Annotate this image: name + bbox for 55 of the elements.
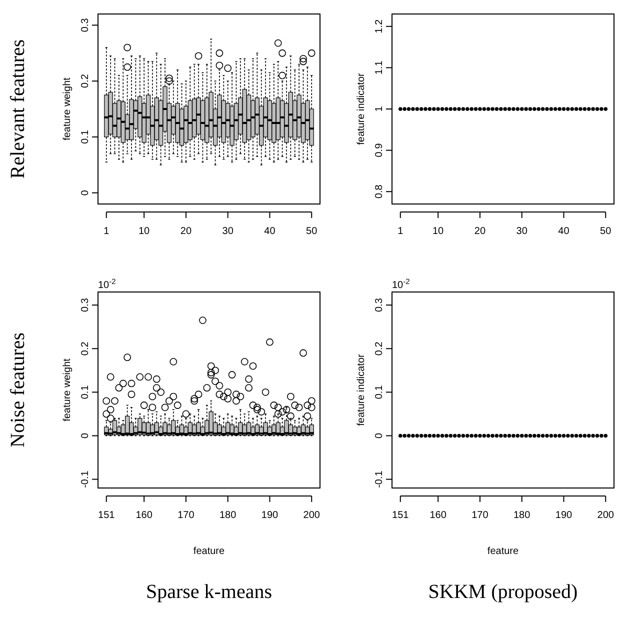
text: 10$^{-2}$ <box>98 276 116 291</box>
y-tick-label: 0 <box>80 432 91 439</box>
text: Relevant features <box>7 39 29 179</box>
text: Noise features <box>7 332 29 448</box>
y-tick-label: 0.8 <box>374 184 385 199</box>
x-tick-label: 151 <box>392 510 410 521</box>
x-tick-label: 10 <box>432 226 444 237</box>
y-tick-label: 0.2 <box>374 341 385 356</box>
x-tick-label: 20 <box>474 226 486 237</box>
x-tick-label: 50 <box>306 226 318 237</box>
y-tick-label: 1 <box>374 106 385 112</box>
x-tick-label: 170 <box>472 510 489 521</box>
y-tick-label: 1.1 <box>374 60 385 75</box>
x-tick-label: 200 <box>303 510 320 521</box>
y-tick-label: -0.1 <box>374 470 385 488</box>
x-tick-label: 160 <box>136 510 153 521</box>
x-tick-label: 30 <box>222 226 234 237</box>
y-tick-label: 0.1 <box>80 384 91 400</box>
x-tick-label: 20 <box>180 226 192 237</box>
y-tick-label: 0.2 <box>80 74 91 88</box>
x-tick-label: 180 <box>514 510 531 521</box>
y-tick-label: 1.2 <box>374 19 385 34</box>
y-tick-label: 0.1 <box>80 130 91 144</box>
y-axis-title: feature weight <box>62 77 73 140</box>
y-tick-label: 0 <box>80 190 91 196</box>
y-tick-label: 0.3 <box>80 18 91 32</box>
x-tick-label: 40 <box>558 226 570 237</box>
x-tick-label: 200 <box>597 510 614 521</box>
y-tick-label: 0.3 <box>374 298 385 312</box>
x-tick-label: 50 <box>600 226 612 237</box>
y-tick-label: -0.1 <box>80 470 91 488</box>
x-tick-label: 190 <box>261 510 279 521</box>
x-axis-title: feature <box>193 546 225 557</box>
text: SKKM (proposed) <box>428 581 578 603</box>
y-axis-title: feature indicator <box>356 72 367 145</box>
x-axis-title: feature <box>487 546 519 557</box>
x-tick-label: 190 <box>555 510 573 521</box>
x-tick-label: 180 <box>220 510 237 521</box>
x-tick-label: 1 <box>104 226 110 237</box>
x-tick-label: 1 <box>398 226 404 237</box>
y-tick-label: 0.1 <box>374 384 385 400</box>
text: 10$^{-2}$ <box>392 276 410 291</box>
y-tick-label: 0.3 <box>80 298 91 312</box>
x-tick-label: 40 <box>264 226 276 237</box>
x-tick-label: 160 <box>430 510 447 521</box>
y-axis-title: feature indicator <box>356 353 367 426</box>
y-tick-label: 0 <box>374 432 385 439</box>
y-tick-label: 0.2 <box>80 341 91 356</box>
x-tick-label: 10 <box>138 226 150 237</box>
y-tick-label: 0.9 <box>374 142 385 158</box>
x-tick-label: 170 <box>178 510 195 521</box>
y-axis-title: feature weight <box>62 358 73 422</box>
text: Sparse k-means <box>146 581 272 603</box>
x-tick-label: 30 <box>516 226 528 237</box>
x-tick-label: 151 <box>98 510 116 521</box>
